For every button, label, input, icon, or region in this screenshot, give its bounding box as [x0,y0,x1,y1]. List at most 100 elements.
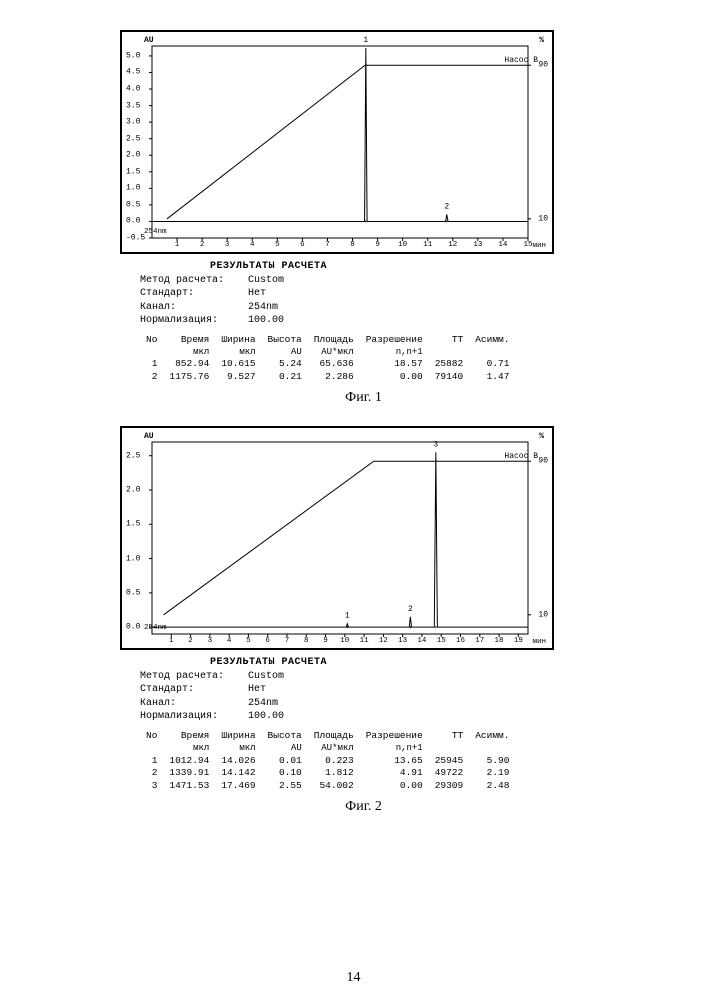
x-tick: 18 [495,637,504,645]
x-tick: 4 [227,637,232,645]
table-row: 21175.769.5270.212.2860.00791401.47 [140,371,515,384]
x-tick: 10 [398,241,407,249]
col-header: ТТ [429,334,470,347]
svg-text:1: 1 [345,612,350,621]
x-tick: 19 [514,637,523,645]
svg-text:2: 2 [444,202,449,211]
col-subheader: AU [262,742,308,754]
col-header: Ширина [215,334,261,347]
fig1-chart: AU % Насос B 254nm мин 12 -0.50.00.51.01… [120,30,554,254]
col-subheader: мкл [215,346,261,358]
table-cell: 2.55 [262,780,308,793]
fig1-bottom-label: 254nm [144,228,167,236]
y-tick: 0.5 [126,200,140,209]
table-cell: 17.469 [215,780,261,793]
y-tick-right: 90 [538,457,548,466]
col-header: Разрешение [360,730,429,743]
col-header: Асимм. [469,730,515,743]
col-subheader [469,346,515,358]
figure-1: AU % Насос B 254nm мин 12 -0.50.00.51.01… [100,30,627,406]
table-cell: 25945 [429,755,470,768]
col-subheader: n,n+1 [360,346,429,358]
x-tick: 14 [498,241,507,249]
col-header: No [140,334,163,347]
y-tick: 4.0 [126,85,140,94]
y-tick: 1.5 [126,167,140,176]
table-cell: 3 [140,780,163,793]
x-tick: 9 [323,637,328,645]
table-cell: 852.94 [163,358,215,371]
fig1-left-axis-label: AU [144,36,154,45]
x-tick: 2 [188,637,193,645]
x-tick: 1 [169,637,174,645]
col-header: ТТ [429,730,470,743]
table-row: 1852.9410.6155.2465.63618.57258820.71 [140,358,515,371]
meta-line: Нормализация: 100.00 [140,314,627,328]
table-cell: 1.812 [308,767,360,780]
col-header: Асимм. [469,334,515,347]
col-header: Площадь [308,334,360,347]
col-subheader [469,742,515,754]
table-cell: 18.57 [360,358,429,371]
table-cell: 1.47 [469,371,515,384]
fig2-right-axis-label: % [539,432,544,441]
fig2-left-axis-label: AU [144,432,154,441]
fig2-series-label: Насос B [504,452,538,461]
table-cell: 29309 [429,780,470,793]
table-cell: 14.026 [215,755,261,768]
fig1-table: NoВремяШиринаВысотаПлощадьРазрешениеТТАс… [140,334,515,385]
table-cell: 1471.53 [163,780,215,793]
col-subheader: мкл [215,742,261,754]
col-header: Высота [262,334,308,347]
col-subheader [429,742,470,754]
table-cell: 54.002 [308,780,360,793]
x-tick: 8 [304,637,309,645]
x-tick: 6 [300,241,305,249]
col-subheader: AU [262,346,308,358]
col-header: Разрешение [360,334,429,347]
y-tick: 1.0 [126,554,140,563]
table-cell: 65.636 [308,358,360,371]
table-cell: 5.24 [262,358,308,371]
table-cell: 2.19 [469,767,515,780]
table-cell: 9.527 [215,371,261,384]
figure-2: AU % Насос B 254nm мин 123 0.00.51.01.52… [100,426,627,815]
fig2-bottom-label: 254nm [144,624,167,632]
table-cell: 0.00 [360,780,429,793]
x-tick: 4 [250,241,255,249]
x-tick: 3 [208,637,213,645]
y-tick: 0.5 [126,588,140,597]
table-cell: 1175.76 [163,371,215,384]
x-tick: 15 [437,637,446,645]
table-cell: 1 [140,358,163,371]
table-row: 21339.9114.1420.101.8124.91497222.19 [140,767,515,780]
x-tick: 5 [246,637,251,645]
col-subheader: мкл [163,742,215,754]
meta-line: Канал: 254nm [140,697,627,711]
x-tick: 17 [475,637,484,645]
fig2-chart: AU % Насос B 254nm мин 123 0.00.51.01.52… [120,426,554,650]
x-tick: 13 [473,241,482,249]
x-tick: 11 [423,241,432,249]
y-tick: 0.0 [126,217,140,226]
table-cell: 1 [140,755,163,768]
table-cell: 0.223 [308,755,360,768]
table-cell: 2 [140,767,163,780]
x-tick: 16 [456,637,465,645]
svg-text:2: 2 [408,605,413,614]
y-tick: 2.5 [126,451,140,460]
y-tick: 2.5 [126,134,140,143]
meta-line: Нормализация: 100.00 [140,710,627,724]
table-cell: 0.00 [360,371,429,384]
y-tick: 3.5 [126,101,140,110]
meta-line: Метод расчета: Custom [140,274,627,288]
x-tick: 12 [448,241,457,249]
meta-line: Стандарт: Нет [140,287,627,301]
y-tick: 3.0 [126,118,140,127]
y-tick: 2.0 [126,486,140,495]
x-tick: 14 [417,637,426,645]
table-row: 11012.9414.0260.010.22313.65259455.90 [140,755,515,768]
fig1-x-unit: мин [532,242,546,250]
y-tick: 0.0 [126,623,140,632]
table-cell: 2.286 [308,371,360,384]
